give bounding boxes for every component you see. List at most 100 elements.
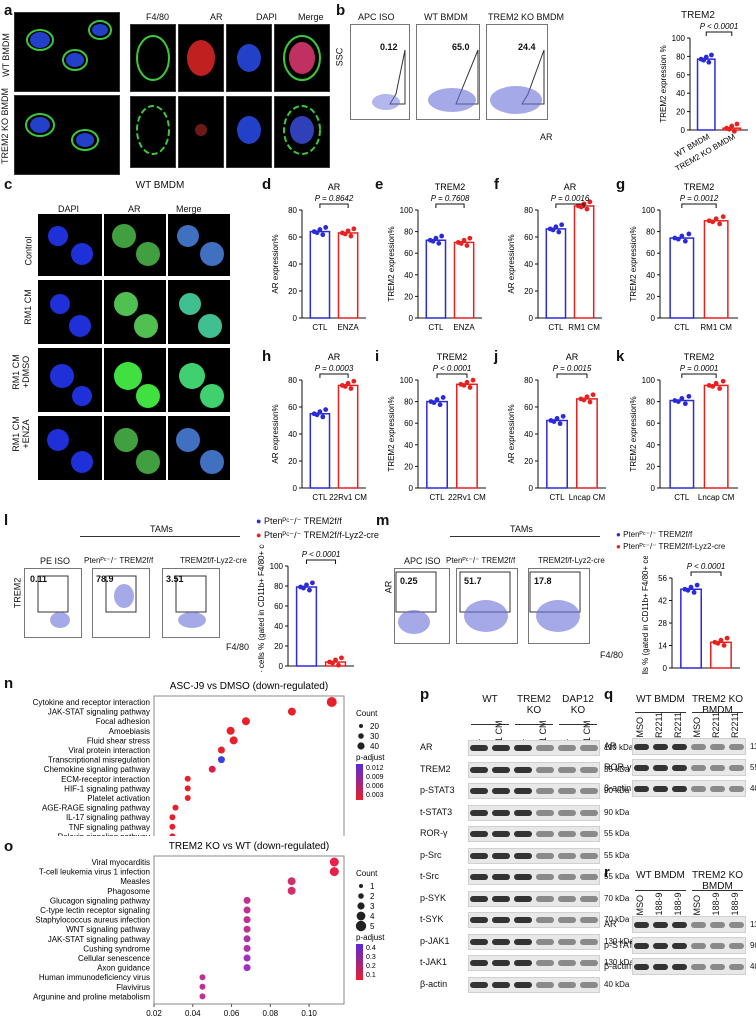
chart-title: TREM2 [684,352,715,362]
data-point [437,402,443,408]
wb-band [580,895,598,902]
c-row-2: RM1 CM +DMSO [11,354,31,390]
pathway-label: Flavivirus [116,983,150,992]
pathway-label: T-cell leukemia virus 1 infection [39,868,150,877]
y-tick-label: 80 [646,228,655,237]
bar [337,384,359,489]
wb-band [691,921,706,928]
m-gate-1: 51.7 [464,576,482,586]
data-point [685,587,691,593]
y-axis-label: TREM2 expression% [387,396,396,471]
y-tick-label: 20 [274,642,283,651]
data-point [713,216,719,222]
wb-band [653,764,668,771]
wb-band [536,981,554,988]
a-overview-ko [14,95,120,175]
dot-title: TREM2 KO vs WT (down-regulated) [169,841,329,852]
x-tick-label: CTL [548,323,564,332]
padj-legend-label: 0.006 [366,783,384,790]
panel-letter-f: f [494,176,499,193]
wb-band [729,785,744,792]
data-point [578,204,584,210]
bar [576,398,598,489]
data-point [717,386,723,391]
a-header-ar: AR [210,12,223,22]
pathway-label: Viral protein interaction [68,746,150,755]
data-point [686,393,692,399]
wb-band [653,921,668,928]
chart-m: 0 14 28 42 56 AR+ cells % (gated in CD11b+ F4… [641,556,740,674]
padj-legend-label: 0.003 [366,792,384,799]
wb-band [492,981,510,988]
y-axis-label: TREM2 expression% [629,226,638,301]
wb-row-label: AR [604,740,617,751]
significance-bracket [435,203,465,208]
y-tick-label: 0 [279,662,284,671]
chart-f: AR 0 20 40 60 80 AR expression% CTL RM1 CM P = 0.… [507,182,602,332]
l-flow-title-2: TREM2f/f-Lyz2-cre [180,556,247,565]
x-tick-label: CTL [674,323,690,332]
x-tick-label: ENZA [337,323,359,332]
wb-band [492,917,510,923]
pathway-label: Human immunodeficiency virus [39,973,150,982]
wb-strip [632,780,746,797]
panel-letter-l: l [4,512,9,529]
a-cell-overlay [25,20,321,155]
wb-row-label: t-JAK1 [420,957,448,967]
wb-group-line [471,724,509,725]
wb-strip [468,912,600,928]
wb-band [536,917,554,923]
wb-kda-label: 55 kDa [750,762,756,772]
wb-band [492,938,510,945]
data-point [317,409,323,415]
data-point [458,241,464,246]
y-tick-label: 56 [658,574,667,583]
wb-band [653,942,668,949]
wb-row-label: β-actin [604,960,632,971]
count-legend-dot [355,920,367,932]
pathway-dot [208,765,216,773]
wb-band [470,981,488,988]
pathway-label: Cellular senescence [78,954,151,963]
wb-band [470,874,488,880]
data-point [439,233,445,239]
pathway-dot [229,736,238,745]
wb-row-label: t-STAT3 [420,806,453,817]
chart-title: AR [328,352,341,362]
pathway-dot [243,954,251,962]
wb-band [634,764,649,771]
panel-letter-c: c [4,176,13,193]
y-tick-label: 0 [651,484,656,493]
pathway-dot [184,795,191,801]
m-legend-0: ● Ptenᴾᶜ⁻/⁻ TREM2f/f [616,530,693,539]
pathway-dot [287,886,296,895]
chart-j: AR 0 20 40 60 80 AR expression% CTL Lncap CM P = … [507,352,606,502]
wb-band [691,764,706,771]
data-point [351,378,357,384]
chart-n: ASC-J9 vs DMSO (down-regulated) Cytokine … [33,681,385,836]
wb-band [514,917,532,923]
data-point [724,635,730,641]
wb-group-label: TREM2 KO [517,694,551,716]
chart-d: AR 0 20 40 60 80 AR expression% CTL ENZA P = 0.86… [271,182,366,332]
l-gate-0: 0.11 [30,574,48,584]
m-x-axis: F4/80 [600,650,624,660]
wb-band [514,745,532,751]
bar [573,205,595,319]
chart-title: AR [328,182,341,192]
x-tick-label: 0.06 [224,1009,240,1016]
wb-band [710,942,725,949]
dot-title: ASC-J9 vs DMSO (down-regulated) [170,681,328,692]
wb-band [536,895,554,902]
y-tick-label: 0 [293,484,298,493]
count-legend-label: 20 [370,722,379,731]
y-tick-label: 80 [676,52,685,61]
wb-strip [468,955,600,971]
x-tick-label: 0.04 [185,1009,201,1016]
bar [669,237,695,319]
wb-strip [468,783,600,799]
y-tick-label: 20 [646,462,655,471]
pathway-label: Phagosome [107,887,150,896]
count-legend-label: 2 [370,892,375,901]
y-tick-label: 40 [288,430,297,439]
